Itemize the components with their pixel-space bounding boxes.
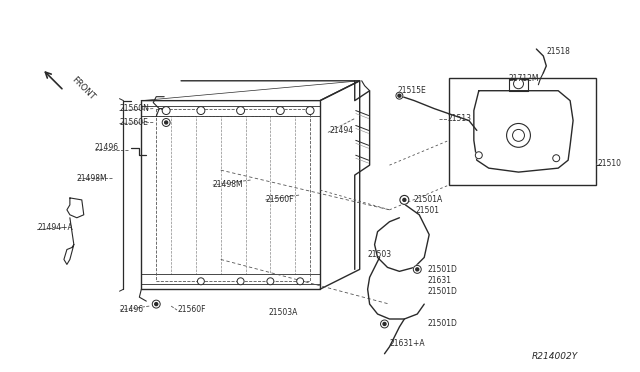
Circle shape xyxy=(152,300,160,308)
Text: 21518: 21518 xyxy=(547,46,570,55)
Text: 21501D: 21501D xyxy=(427,265,457,274)
Circle shape xyxy=(276,107,284,115)
Circle shape xyxy=(152,300,160,308)
Circle shape xyxy=(164,121,168,124)
Circle shape xyxy=(413,265,421,273)
Circle shape xyxy=(400,195,409,204)
Text: 21513: 21513 xyxy=(447,114,471,123)
Circle shape xyxy=(162,107,170,115)
Circle shape xyxy=(162,119,170,126)
Text: 21510: 21510 xyxy=(598,159,622,168)
Text: 21560N: 21560N xyxy=(120,104,149,113)
Text: 21631+A: 21631+A xyxy=(390,339,425,348)
Circle shape xyxy=(513,129,524,141)
Text: 21501D: 21501D xyxy=(427,287,457,296)
Text: FRONT: FRONT xyxy=(70,76,97,102)
Text: 21494: 21494 xyxy=(330,126,354,135)
Text: 21496: 21496 xyxy=(120,305,143,314)
Circle shape xyxy=(553,155,560,162)
Circle shape xyxy=(403,198,406,201)
Circle shape xyxy=(416,268,419,271)
FancyBboxPatch shape xyxy=(449,78,596,185)
Text: 21496: 21496 xyxy=(95,143,119,152)
Circle shape xyxy=(306,107,314,115)
Text: 21503A: 21503A xyxy=(268,308,298,317)
Text: R214002Y: R214002Y xyxy=(532,352,578,361)
Circle shape xyxy=(155,303,157,306)
Text: 21712M: 21712M xyxy=(509,74,539,83)
Circle shape xyxy=(162,119,170,126)
Circle shape xyxy=(197,107,205,115)
Circle shape xyxy=(297,278,303,285)
Circle shape xyxy=(396,92,403,99)
Text: 21631: 21631 xyxy=(427,276,451,285)
Text: 21503: 21503 xyxy=(367,250,392,259)
Text: 21501A: 21501A xyxy=(413,195,442,204)
Circle shape xyxy=(476,152,483,159)
Circle shape xyxy=(237,107,244,115)
Text: 21498M: 21498M xyxy=(77,174,108,183)
Circle shape xyxy=(476,152,483,159)
Circle shape xyxy=(400,195,409,204)
Circle shape xyxy=(396,92,403,99)
Circle shape xyxy=(413,265,421,273)
Circle shape xyxy=(197,278,204,285)
Circle shape xyxy=(381,320,388,328)
Circle shape xyxy=(398,94,401,97)
Text: 21501: 21501 xyxy=(415,206,439,215)
Circle shape xyxy=(237,278,244,285)
Circle shape xyxy=(553,155,560,162)
Text: 21560F: 21560F xyxy=(177,305,205,314)
Text: 21501D: 21501D xyxy=(427,320,457,328)
Text: 21498M: 21498M xyxy=(213,180,243,189)
Circle shape xyxy=(513,79,524,89)
Circle shape xyxy=(381,320,388,328)
Circle shape xyxy=(383,323,386,326)
Text: 21515E: 21515E xyxy=(397,86,426,95)
Text: 21494+A: 21494+A xyxy=(37,223,73,232)
Text: 21560F: 21560F xyxy=(266,195,294,204)
Circle shape xyxy=(507,124,531,147)
Circle shape xyxy=(267,278,274,285)
Text: 21560E: 21560E xyxy=(120,118,148,127)
